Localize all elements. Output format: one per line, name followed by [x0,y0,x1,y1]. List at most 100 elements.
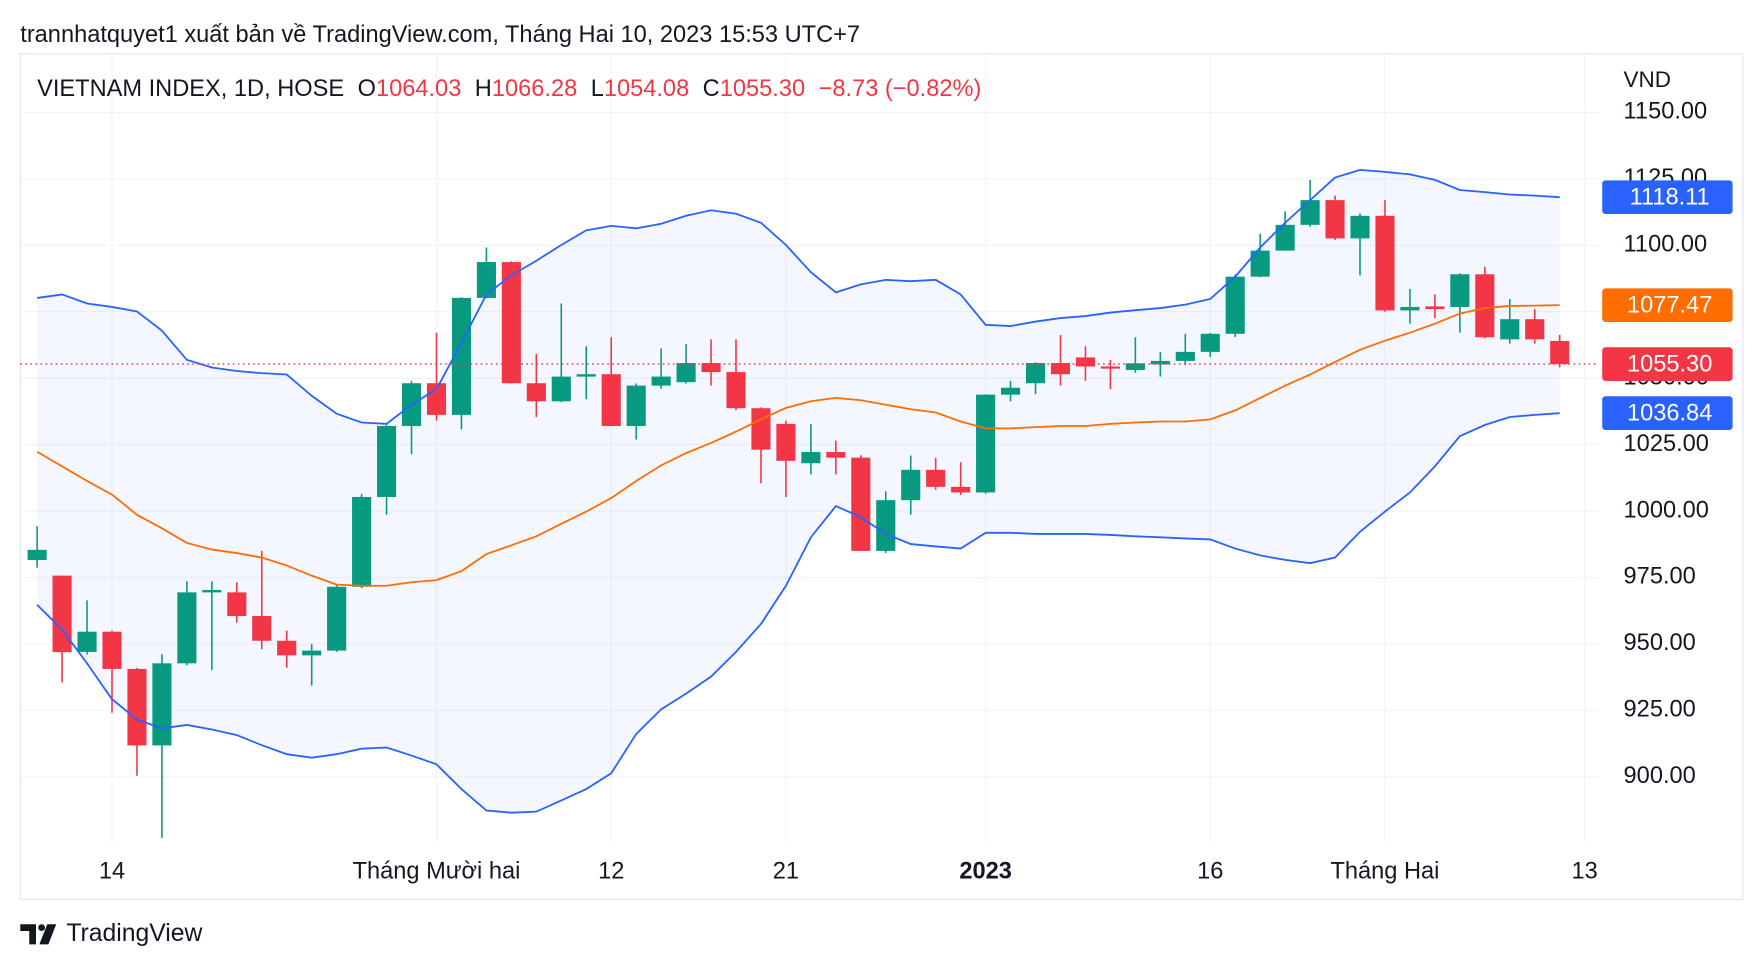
candle [501,261,521,384]
candle [152,654,172,838]
candle [601,337,621,427]
candle-body [776,423,796,461]
candle [327,585,347,652]
legend-text: VIETNAM INDEX, 1D, HOSE [37,76,344,102]
legend-text: 1054.08 [604,76,689,102]
candle [876,491,896,554]
header: trannhatquyet1 xuất bản về TradingView.c… [20,22,860,48]
price-badge [1602,396,1733,431]
candle-body [102,631,122,669]
candle-body [1050,363,1071,375]
legend-text: O [358,76,376,102]
candle-body [1125,363,1145,370]
candle-body [551,376,571,402]
legend-text: C [703,76,720,102]
candle [1125,337,1145,373]
candle-body [1200,333,1220,352]
candle [27,526,47,568]
legend-text: −8.73 (−0.82%) [819,76,982,102]
candle-body [77,631,97,652]
candle [526,354,546,417]
x-tick-label: 21 [773,859,799,885]
legend: VIETNAM INDEX, 1D, HOSE O1064.03 H1066.28 L… [37,76,981,102]
y-tick-label: 1150.00 [1624,99,1708,125]
candle [127,667,147,776]
candle [651,348,671,389]
price-badge [1602,347,1733,381]
candle-body [1025,363,1046,384]
band-line [36,412,1560,814]
candle [1300,179,1320,227]
candle-body [277,640,297,656]
candle [776,420,796,497]
candle [926,457,946,490]
candle-body [826,452,846,458]
x-tick-label: 14 [99,859,125,885]
candle-body [1275,224,1295,251]
candle [976,394,996,494]
candle-body [1100,366,1120,369]
candle-body [576,374,596,377]
candle [951,462,971,496]
band-fill [37,169,1560,813]
candle-body [1475,274,1495,338]
candle [1100,359,1120,390]
candle [726,339,746,411]
candle-body [127,668,147,746]
candle [701,339,721,386]
candle [576,346,596,400]
legend-text: L [591,76,604,102]
candle [1075,346,1096,381]
candle [1225,274,1245,337]
price-badge-label: 1077.47 [1627,293,1712,319]
candle-body [601,374,621,427]
logo-dot [38,924,45,931]
x-tick-label: Tháng Mười hai [353,859,521,885]
candle-body [1325,200,1345,239]
candle-body [476,262,496,298]
plot [20,168,1599,838]
candle-body [1175,351,1195,361]
candle-body [1525,319,1545,340]
grid [20,53,1599,844]
candle-body [27,549,47,560]
candle [1450,273,1470,333]
candle-body [1450,274,1470,307]
candle [1325,195,1345,240]
candle-body [651,376,671,386]
candle [202,581,222,670]
legend-text: 1066.28 [492,76,577,102]
candle-body [1001,387,1021,395]
candle [252,550,272,650]
candle-body [1225,276,1245,334]
price-badge-label: 1055.30 [1627,351,1712,377]
candle-body [177,592,197,664]
band-line [36,304,1560,587]
candle-body [252,616,272,641]
candle [1050,335,1071,386]
candle [801,423,821,475]
y-tick-label: 1025.00 [1624,431,1709,457]
candle [352,493,372,589]
candle-body [751,408,771,450]
candle-body [626,385,646,427]
x-tick-label: Tháng Hai [1331,859,1440,885]
candle [826,440,846,475]
candle [851,455,871,551]
x-tick-label: 16 [1197,859,1223,885]
price-badge [1602,180,1733,215]
footer: TradingView [66,920,202,947]
price-badge-label: 1118.11 [1630,185,1710,211]
legend-text: H [475,76,492,102]
y-tick-label: 1000.00 [1624,497,1709,523]
candle-body [1350,215,1370,239]
x-tick-label: 2023 [959,859,1012,885]
candle [451,297,472,430]
legend-text: 1064.03 [376,76,461,102]
candle-body [1375,215,1395,311]
candle [377,424,397,515]
candle-body [976,394,996,493]
candle [1200,333,1220,357]
candle-body [951,486,971,493]
band-line [37,168,1560,425]
